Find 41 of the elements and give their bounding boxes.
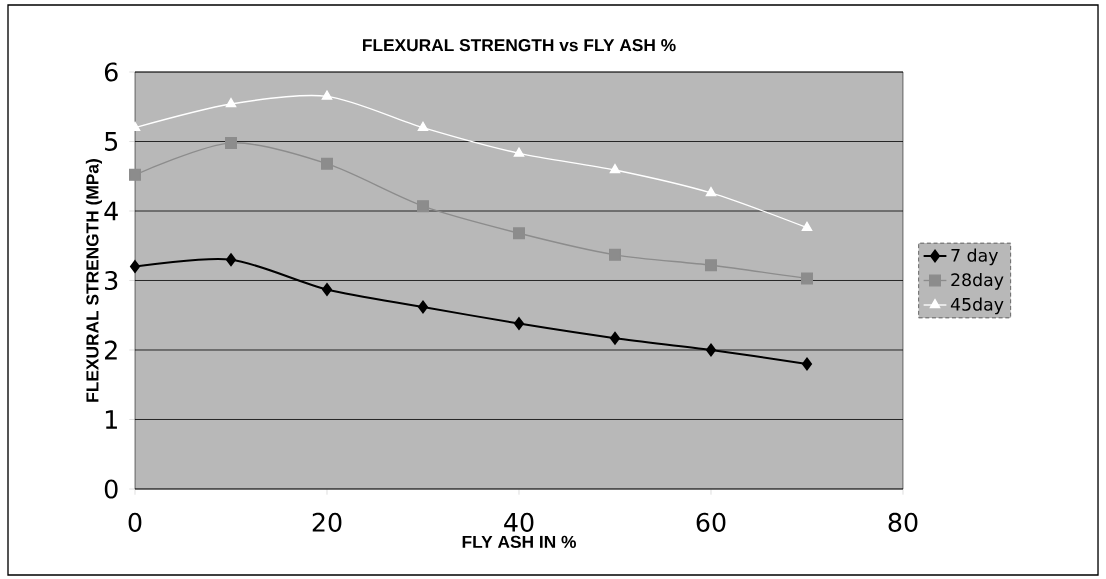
legend-label: 45day — [950, 297, 1004, 315]
point — [513, 147, 525, 157]
y-axis-title: FLEXURAL STRENGTH (MPa) — [85, 159, 102, 402]
point — [321, 157, 333, 170]
point — [417, 121, 429, 131]
chart-title: FLEXURAL STRENGTH vs FLY ASH % — [363, 39, 676, 52]
y-tick-label: 5 — [105, 132, 118, 151]
point — [226, 253, 236, 266]
point — [225, 136, 237, 149]
point — [129, 168, 141, 181]
y-tick-label: 1 — [105, 410, 117, 429]
y-tick-label: 6 — [104, 62, 118, 82]
point — [800, 272, 813, 285]
x-tick-label: 40 — [504, 512, 534, 532]
point — [418, 300, 428, 314]
point — [706, 343, 716, 357]
point — [322, 283, 332, 296]
point — [225, 97, 237, 108]
y-tick-label: 4 — [104, 201, 118, 221]
x-tick-label: 60 — [696, 512, 726, 532]
legend-label: 28day — [951, 272, 1004, 290]
y-tick-label: 0 — [104, 479, 118, 499]
point — [512, 227, 525, 240]
x-axis-title: FLY ASH IN % — [462, 535, 576, 548]
point — [609, 164, 621, 174]
legend-label: 7 day — [951, 248, 998, 266]
point — [610, 331, 620, 345]
point — [705, 186, 717, 197]
point — [608, 248, 621, 261]
x-tick-label: 0 — [128, 512, 142, 532]
x-tick-label: 20 — [312, 512, 342, 532]
point — [801, 221, 813, 232]
point — [514, 317, 524, 330]
point — [801, 357, 812, 371]
point — [417, 200, 429, 213]
y-tick-label: 3 — [105, 270, 118, 291]
point — [130, 260, 140, 273]
x-tick-label: 80 — [888, 512, 918, 532]
y-tick-label: 2 — [105, 340, 117, 360]
point — [704, 259, 717, 272]
point — [321, 90, 333, 100]
